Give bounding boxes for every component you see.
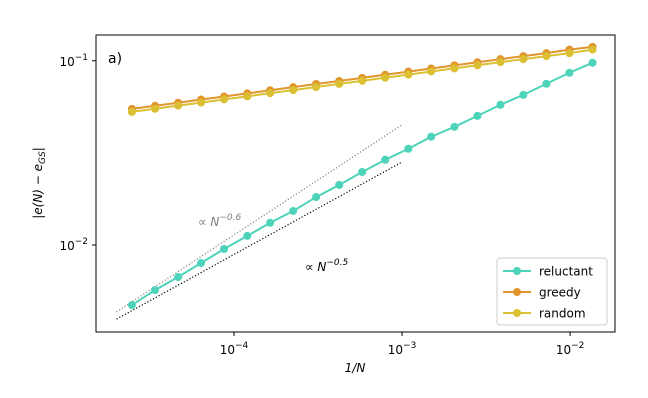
legend-label: greedy bbox=[539, 286, 581, 300]
legend-label: reluctant bbox=[539, 265, 593, 279]
series-point bbox=[427, 132, 436, 141]
series-point bbox=[220, 245, 229, 254]
series-point bbox=[243, 231, 252, 240]
series-point bbox=[588, 58, 597, 67]
legend-marker bbox=[513, 267, 521, 275]
annotation-exp: −0.5 bbox=[326, 258, 348, 268]
y-axis-label: |e(N) − eGS| bbox=[31, 147, 48, 219]
series-point bbox=[496, 58, 505, 67]
series-point bbox=[174, 101, 183, 110]
y-tick-label-base: 10 bbox=[59, 239, 74, 253]
series-point bbox=[197, 98, 206, 107]
series-point bbox=[404, 70, 413, 79]
series-point bbox=[220, 95, 229, 104]
x-tick-label-base: 10 bbox=[388, 343, 403, 357]
series-point bbox=[289, 86, 298, 95]
y-tick-label-base: 10 bbox=[59, 55, 74, 69]
x-tick-label: 10−4 bbox=[220, 341, 249, 357]
series-point bbox=[266, 218, 275, 227]
series-point bbox=[335, 180, 344, 189]
series-point bbox=[358, 167, 367, 176]
x-tick-label: 10−3 bbox=[388, 341, 417, 357]
panel-label: a) bbox=[108, 51, 122, 67]
series-point bbox=[542, 52, 551, 61]
reference-line bbox=[116, 124, 403, 313]
series-point bbox=[197, 259, 206, 268]
reference-annotation: ∝ N−0.5 bbox=[305, 258, 349, 274]
series-point bbox=[450, 64, 459, 73]
series-point bbox=[174, 273, 183, 282]
series-point bbox=[404, 144, 413, 153]
x-tick-label-exp: −2 bbox=[571, 341, 584, 351]
series-point bbox=[381, 73, 390, 82]
series-point bbox=[358, 76, 367, 85]
series-point bbox=[151, 104, 160, 113]
y-label-main: |e(N) − e bbox=[31, 164, 45, 219]
series-point bbox=[381, 155, 390, 164]
x-axis-label: 1/N bbox=[345, 361, 366, 375]
x-tick-label: 10−2 bbox=[556, 341, 585, 357]
y-tick-label-exp: −1 bbox=[75, 53, 88, 63]
series-point bbox=[519, 55, 528, 64]
series-point bbox=[335, 79, 344, 88]
reference-annotation: ∝ N−0.6 bbox=[198, 213, 242, 229]
annotation-text: ∝ N bbox=[305, 260, 326, 274]
legend-label: random bbox=[539, 307, 586, 321]
y-tick-label: 10−2 bbox=[59, 237, 88, 253]
series-point bbox=[542, 79, 551, 88]
series-point bbox=[127, 107, 136, 116]
plot-frame bbox=[95, 34, 616, 333]
legend-box bbox=[496, 257, 608, 326]
series-point bbox=[496, 100, 505, 109]
x-tick-label-base: 10 bbox=[556, 343, 571, 357]
series-point bbox=[312, 83, 321, 92]
series-point bbox=[565, 68, 574, 77]
y-tick-label: 10−1 bbox=[59, 53, 88, 69]
annotation-text: ∝ N bbox=[198, 215, 219, 229]
series-point bbox=[519, 90, 528, 99]
series-point bbox=[450, 122, 459, 131]
series-point bbox=[473, 61, 482, 70]
series-point bbox=[127, 301, 136, 310]
series-point bbox=[473, 111, 482, 120]
series-point bbox=[243, 92, 252, 101]
series-point bbox=[427, 67, 436, 76]
series-point bbox=[289, 206, 298, 215]
annotation-exp: −0.6 bbox=[219, 213, 241, 223]
legend-marker bbox=[513, 288, 521, 296]
series-point bbox=[266, 89, 275, 98]
x-tick-label-exp: −4 bbox=[235, 341, 249, 351]
series-point bbox=[588, 45, 597, 54]
series-point bbox=[151, 286, 160, 295]
reference-line bbox=[116, 161, 403, 320]
series-point bbox=[312, 193, 321, 202]
legend-marker bbox=[513, 309, 521, 317]
x-tick-label-exp: −3 bbox=[403, 341, 416, 351]
x-tick-label-base: 10 bbox=[220, 343, 235, 357]
y-tick-label-exp: −2 bbox=[75, 237, 88, 247]
series-point bbox=[565, 49, 574, 58]
y-label-sub: GS bbox=[38, 151, 48, 164]
y-label-end: | bbox=[31, 147, 45, 151]
